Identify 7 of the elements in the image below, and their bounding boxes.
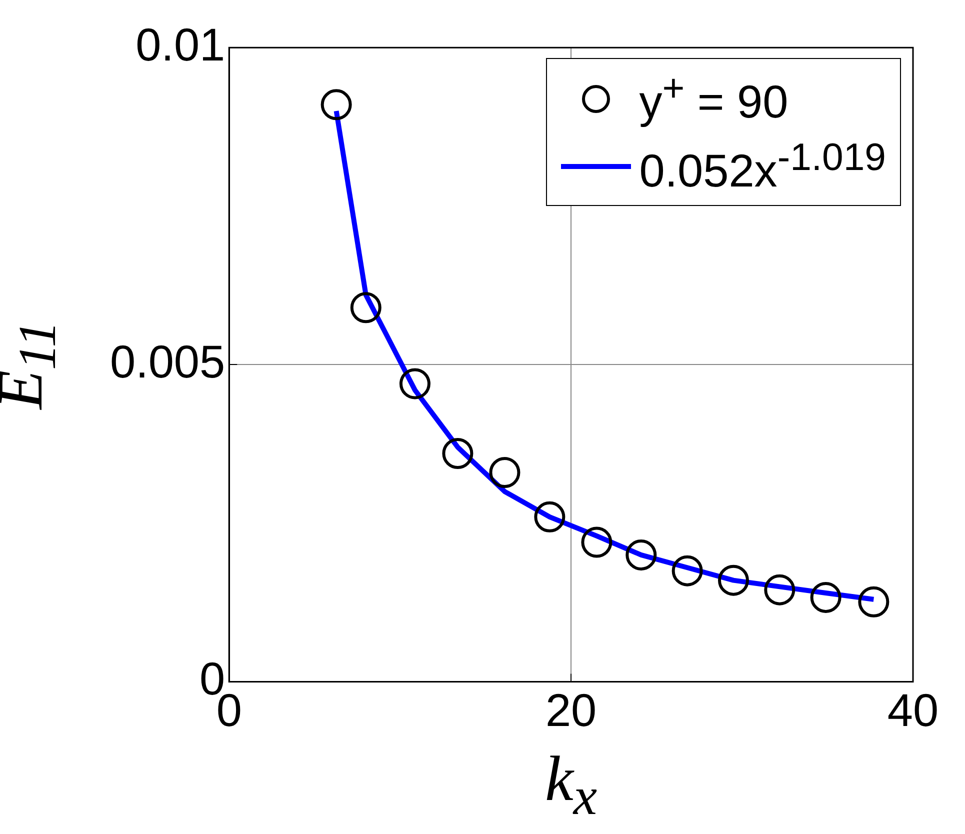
x-tick-label: 20 [545, 684, 597, 736]
x-axis-title: k$_{x}$ [545, 742, 598, 826]
y-tick-label: 0.005 [110, 335, 226, 388]
x-tick-label: 40 [887, 684, 939, 736]
legend-label: 0.052x$^{-1.019}$ [639, 135, 886, 198]
legend-label: y$^{+}$ = 90 [639, 66, 788, 129]
y-tick-label: 0.01 [136, 18, 226, 70]
